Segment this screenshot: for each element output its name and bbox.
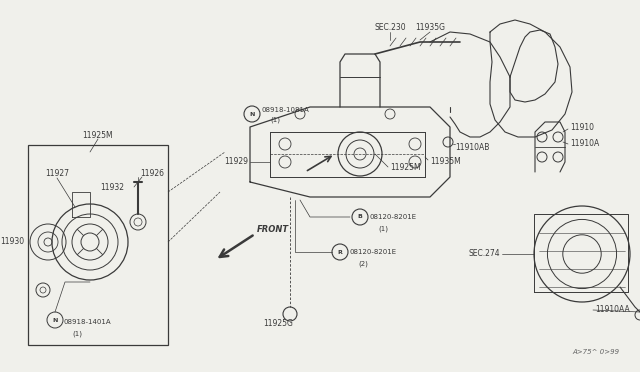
- Text: (1): (1): [270, 117, 280, 123]
- Text: SEC.274: SEC.274: [468, 250, 500, 259]
- Text: 11932: 11932: [100, 183, 124, 192]
- Text: 08918-1081A: 08918-1081A: [262, 107, 310, 113]
- Text: 08918-1401A: 08918-1401A: [63, 319, 111, 325]
- Text: 11935M: 11935M: [430, 157, 461, 167]
- Text: R: R: [337, 250, 342, 254]
- Text: 11929: 11929: [224, 157, 248, 167]
- Text: 11910AB: 11910AB: [455, 142, 490, 151]
- Text: (1): (1): [378, 226, 388, 232]
- Text: FRONT: FRONT: [257, 225, 289, 234]
- Text: 11910: 11910: [570, 122, 594, 131]
- Text: 11927: 11927: [45, 170, 69, 179]
- Text: 11926: 11926: [140, 170, 164, 179]
- Text: 08120-8201E: 08120-8201E: [350, 249, 397, 255]
- Text: 11925M: 11925M: [83, 131, 113, 140]
- Text: A>75^ 0>99: A>75^ 0>99: [573, 349, 620, 355]
- Text: (2): (2): [358, 261, 368, 267]
- Text: 11925G: 11925G: [263, 320, 293, 328]
- Text: 11925M: 11925M: [390, 163, 420, 171]
- Text: B: B: [358, 215, 362, 219]
- Text: SEC.230: SEC.230: [374, 23, 406, 32]
- Text: (1): (1): [72, 331, 82, 337]
- Text: 11910A: 11910A: [570, 140, 599, 148]
- Text: 11935G: 11935G: [415, 23, 445, 32]
- Text: 08120-8201E: 08120-8201E: [370, 214, 417, 220]
- Bar: [28, 145, 168, 345]
- Text: N: N: [52, 317, 58, 323]
- Text: N: N: [250, 112, 255, 116]
- Text: 11910AA: 11910AA: [595, 305, 630, 314]
- Text: 11930: 11930: [0, 237, 24, 247]
